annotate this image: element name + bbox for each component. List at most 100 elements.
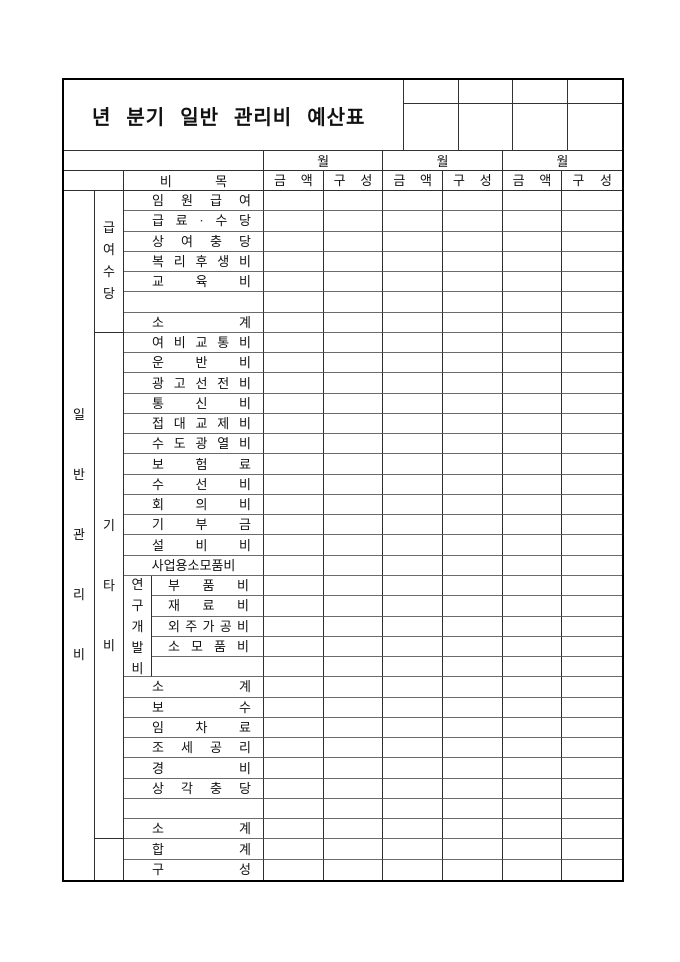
row-label-cell — [124, 292, 264, 313]
value-cell — [383, 434, 443, 455]
value-cell — [502, 312, 563, 333]
row-label-cell: 접 대 교 제 비 — [124, 413, 264, 435]
value-cell — [562, 718, 622, 739]
value-cell — [502, 353, 563, 374]
category-label: 연 구 개 발 비 — [131, 576, 144, 676]
value-cell — [562, 515, 622, 536]
value-cell — [264, 494, 324, 516]
row-label-cell — [124, 798, 264, 820]
month-header-cell: 월 — [502, 151, 622, 171]
value-cell — [323, 292, 384, 313]
value-cell — [383, 231, 443, 252]
value-cell — [264, 373, 324, 394]
value-cell — [443, 596, 503, 617]
value-cell — [443, 191, 503, 212]
value-cell — [502, 778, 563, 799]
value-cell — [383, 738, 443, 759]
row-label-cell: 복 리 후 생 비 — [124, 251, 264, 273]
value-cell — [562, 373, 622, 394]
header-grid-cell — [513, 104, 568, 150]
value-cell — [562, 860, 622, 880]
value-cell — [383, 778, 443, 799]
value-cell — [502, 272, 563, 293]
value-cell — [264, 717, 324, 739]
value-cell — [323, 494, 384, 516]
value-cell — [443, 697, 503, 718]
value-cell — [443, 413, 503, 435]
value-cell — [562, 576, 622, 597]
value-cell — [264, 211, 324, 232]
value-cell — [264, 555, 324, 577]
value-cell — [443, 616, 503, 637]
value-cell — [383, 272, 443, 293]
value-cell — [383, 332, 443, 354]
header-grid-cell — [459, 104, 513, 150]
value-cell — [562, 434, 622, 455]
value-cell — [443, 535, 503, 556]
value-cell — [383, 454, 443, 475]
value-cell — [383, 353, 443, 374]
value-cell — [562, 617, 622, 637]
value-cell — [323, 454, 384, 475]
value-cell — [562, 495, 622, 516]
value-cell — [264, 758, 324, 779]
value-cell — [383, 211, 443, 232]
header-grid-cell — [404, 104, 459, 150]
item-header-spacer-cell — [64, 171, 124, 191]
value-cell — [323, 839, 384, 860]
value-cell — [264, 515, 324, 536]
row-label-cell: 소 계 — [124, 312, 264, 333]
value-cell — [562, 819, 622, 840]
row-label-cell: 교 육 비 — [124, 272, 264, 293]
value-cell — [323, 373, 384, 394]
value-cell — [443, 393, 503, 414]
value-cell — [264, 859, 324, 880]
value-cell — [443, 515, 503, 536]
value-cell — [383, 697, 443, 718]
value-cell — [323, 211, 384, 232]
value-cell — [502, 819, 563, 840]
value-cell — [562, 414, 622, 435]
value-cell — [443, 332, 503, 354]
value-cell — [443, 454, 503, 475]
value-cell — [323, 717, 384, 739]
value-cell — [502, 292, 563, 313]
composition-header-cell: 구 성 — [323, 171, 384, 191]
value-cell — [383, 191, 443, 212]
row-label-cell: 수 선 비 — [124, 474, 264, 495]
value-cell — [562, 758, 622, 779]
value-cell — [383, 657, 443, 678]
value-cell — [502, 555, 563, 577]
value-cell — [264, 677, 324, 698]
value-cell — [443, 859, 503, 880]
value-cell — [264, 535, 324, 556]
value-cell — [323, 231, 384, 252]
value-cell — [264, 839, 324, 860]
value-cell — [264, 312, 324, 333]
row-label-cell — [152, 657, 264, 678]
value-cell — [502, 636, 563, 658]
value-cell — [562, 313, 622, 333]
value-cell — [443, 373, 503, 394]
value-cell — [264, 191, 324, 212]
value-cell — [562, 799, 622, 820]
header-grid-cell — [567, 80, 622, 104]
value-cell — [502, 839, 563, 860]
value-cell — [323, 555, 384, 577]
value-cell — [443, 434, 503, 455]
value-cell — [502, 211, 563, 232]
value-cell — [443, 555, 503, 577]
value-cell — [562, 353, 622, 374]
value-cell — [443, 717, 503, 739]
value-cell — [323, 636, 384, 658]
row-label-cell: 보 험 료 — [124, 454, 264, 475]
value-cell — [383, 393, 443, 414]
category-col-rnd: 연 구 개 발 비 — [124, 576, 152, 678]
value-cell — [443, 657, 503, 678]
value-cell — [264, 596, 324, 617]
value-cell — [443, 819, 503, 840]
value-cell — [264, 454, 324, 475]
value-cell — [443, 798, 503, 820]
value-cell — [502, 677, 563, 698]
